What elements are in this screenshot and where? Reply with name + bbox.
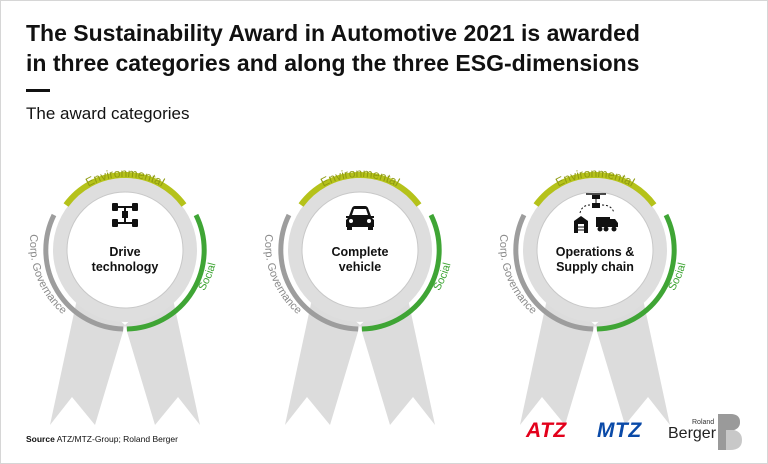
- page-title: The Sustainability Award in Automotive 2…: [26, 18, 746, 78]
- roland-berger-mark-icon: [718, 414, 742, 450]
- ribbon-left: [285, 285, 360, 425]
- category-label-line-1: Drive: [109, 245, 141, 259]
- ribbon-right: [125, 285, 200, 425]
- ribbon-left: [520, 285, 595, 425]
- roland-berger-logo-berger: Berger: [668, 425, 717, 442]
- logistics-icon: [574, 193, 618, 233]
- medal-graphic: Environmental Corp. Governance Social: [497, 166, 689, 425]
- source-note: Source ATZ/MTZ-Group; Roland Berger: [26, 434, 178, 444]
- source-text: ATZ/MTZ-Group; Roland Berger: [56, 434, 178, 444]
- category-label-line-2: vehicle: [338, 260, 382, 274]
- medal-graphic: Environmental Corp. Governance Social: [27, 166, 219, 425]
- category-label-line-1: Complete: [331, 245, 389, 259]
- category-label: Operations & Supply chain: [535, 245, 655, 275]
- source-label: Source: [26, 434, 55, 444]
- title-rule: [26, 89, 50, 92]
- medal-complete-vehicle: Environmental Corp. Governance Social Co…: [245, 135, 475, 425]
- governance-arc: [513, 213, 594, 332]
- governance-arc: [43, 213, 124, 332]
- medal-drive-technology: Environmental Corp. Governance Social Dr…: [10, 135, 240, 425]
- drivetrain-icon: [112, 203, 138, 227]
- environmental-arc: [63, 171, 187, 207]
- social-arc: [361, 213, 442, 332]
- medal-inner-disc: [301, 191, 419, 309]
- medal-graphic: Environmental Corp. Governance Social: [262, 166, 454, 425]
- car-icon: [346, 206, 374, 230]
- governance-arc: [278, 213, 359, 332]
- category-label-line-1: Operations &: [555, 245, 635, 259]
- category-label-line-2: Supply chain: [556, 260, 634, 274]
- section-subtitle: The award categories: [26, 104, 190, 123]
- category-label: Complete vehicle: [300, 245, 420, 275]
- social-arc: [126, 213, 207, 332]
- category-label-line-2: technology: [91, 260, 159, 274]
- category-label: Drive technology: [65, 245, 185, 275]
- ribbon-left: [50, 285, 125, 425]
- medal-inner-disc: [66, 191, 184, 309]
- environmental-arc: [533, 171, 657, 207]
- environmental-arc: [298, 171, 422, 207]
- ribbon-right: [595, 285, 670, 425]
- medal-inner-disc: [536, 191, 654, 309]
- social-arc: [596, 213, 677, 332]
- roland-berger-logo-roland: Roland: [692, 419, 715, 426]
- title-line-1: The Sustainability Award in Automotive 2…: [26, 20, 640, 46]
- title-line-2: in three categories and along the three …: [26, 50, 640, 76]
- medal-operations-supply-chain: Environmental Corp. Governance Social Op…: [480, 135, 710, 425]
- ribbon-right: [360, 285, 435, 425]
- mtz-logo: MTZ: [597, 419, 642, 442]
- atz-logo: ATZ: [526, 419, 567, 442]
